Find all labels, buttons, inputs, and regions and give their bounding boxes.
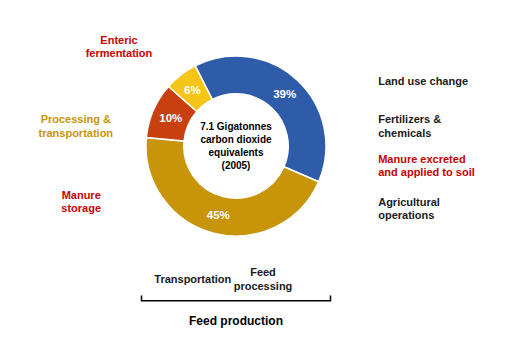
slice — [168, 66, 212, 112]
slice — [195, 56, 326, 182]
chart: 39% 45% 10% 6% 7.1 Gigatonnes carbon dioxide e… — [0, 0, 520, 360]
bracket — [142, 295, 331, 300]
center-text: carbon dioxide — [200, 134, 272, 145]
bracket-label: Feed production — [189, 314, 283, 328]
annotation: Manurestorage — [61, 189, 101, 214]
value-label: 6% — [184, 84, 201, 96]
annotation: Entericfermentation — [86, 34, 153, 59]
annotation: Manure excretedand applied to soil — [378, 153, 475, 178]
annotation: Agriculturaloperations — [378, 196, 440, 221]
donut: 39% 45% 10% 6% 7.1 Gigatonnes carbon dioxide e… — [146, 56, 326, 236]
annotation: Processing &transportation — [39, 113, 114, 138]
annotation: Fertilizers &chemicals — [378, 113, 441, 138]
center-text: equivalents — [208, 147, 263, 158]
value-label: 45% — [207, 209, 230, 221]
center-text: (2005) — [222, 160, 251, 171]
annotation: Land use change — [378, 75, 468, 87]
slice — [146, 138, 319, 236]
annotation: Transportation — [154, 273, 231, 285]
value-label: 10% — [159, 112, 182, 124]
value-label: 39% — [273, 88, 296, 100]
annotation: Feedprocessing — [234, 266, 293, 291]
center-text: 7.1 Gigatonnes — [200, 121, 272, 132]
